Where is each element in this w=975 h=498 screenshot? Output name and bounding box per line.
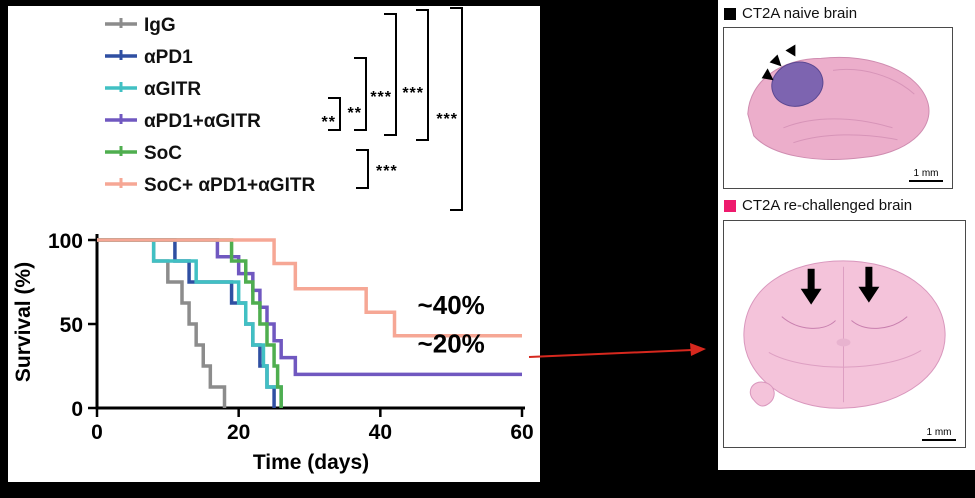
chart-legend: IgG αPD1 αGITR αPD1+αGITR SoC SoC+ αPD1+αGITR (105, 15, 315, 196)
significance-stars: *** (370, 89, 392, 106)
survival-plot-panel: 0 20 40 60 0 50 100 Time (days) Survival (%) IgG α… (8, 6, 540, 482)
y-axis-title: Survival (%) (12, 262, 35, 382)
plateau-annotation: ~20% (418, 329, 485, 359)
axes: 0 20 40 60 0 50 100 Time (days) Survival (%) (12, 230, 534, 474)
brain-texture-line (832, 69, 915, 95)
rechallenged-brain-illustration (743, 260, 946, 409)
x-tick-label: 0 (91, 421, 103, 444)
connector-arrowhead (690, 343, 706, 356)
x-tick-label: 60 (510, 421, 533, 444)
hippocampus-line (851, 316, 908, 329)
brain-fragment (749, 381, 775, 407)
x-tick-label: 40 (369, 421, 392, 444)
connector-line (528, 349, 693, 358)
tumor-arrowhead-icon (785, 44, 796, 57)
scale-bar-label: 1 mm (913, 168, 939, 179)
rechallenged-brain-marker (724, 199, 736, 212)
naive-brain-marker (724, 7, 736, 20)
tumor-region (771, 61, 824, 107)
scale-bar-line (922, 439, 956, 441)
naive-brain-illustration (747, 44, 930, 160)
y-tick-label: 100 (48, 230, 83, 253)
brain-texture-line (768, 349, 922, 368)
rechallenged-brain-image: 1 mm (723, 220, 966, 448)
rechallenged-brain-header: CT2A re-challenged brain (724, 197, 912, 214)
kaplan-meier-chart: 0 20 40 60 0 50 100 Time (days) Survival (%) IgG α… (12, 7, 534, 474)
brain-section-outline (747, 56, 930, 160)
significance-stars: *** (376, 163, 398, 180)
hippocampus-line (781, 316, 836, 329)
significance-stars: *** (402, 85, 424, 102)
rechallenged-brain-title: CT2A re-challenged brain (742, 197, 913, 214)
scale-bar-line (909, 180, 943, 182)
down-arrow-icon (800, 268, 822, 305)
down-arrow-icon (858, 266, 880, 303)
scale-bar-label: 1 mm (926, 427, 952, 438)
brain-section-outline (743, 260, 946, 409)
scale-bar: 1 mm (909, 168, 943, 182)
naive-brain-image: 1 mm (723, 27, 953, 189)
significance-stars: ** (348, 105, 362, 122)
series-curve (97, 238, 522, 338)
brain-texture-line (793, 134, 898, 144)
tumor-arrowhead-icon (761, 68, 774, 81)
legend-label: αGITR (144, 79, 201, 100)
plateau-annotation: ~40% (418, 290, 485, 320)
legend-label: αPD1 (144, 47, 193, 68)
tumor-arrowhead-icon (769, 54, 782, 67)
histology-panel: CT2A naive brain 1 mm CT2A re-challenged… (718, 0, 975, 470)
significance-stars: *** (436, 111, 458, 128)
y-tick-label: 0 (71, 398, 83, 421)
ventricle (836, 338, 851, 347)
x-axis-title: Time (days) (253, 451, 369, 474)
survival-curves (97, 238, 522, 408)
y-tick-label: 50 (60, 314, 83, 337)
legend-label: IgG (144, 15, 176, 36)
significance-brackets: ******* ********* (322, 7, 463, 211)
significance-stars: ** (322, 114, 336, 131)
plateau-annotations: ~40% ~20% (418, 290, 485, 359)
legend-label: αPD1+αGITR (144, 111, 261, 132)
naive-brain-title: CT2A naive brain (742, 5, 858, 22)
brain-texture-line (783, 118, 893, 129)
legend-label: SoC+ αPD1+αGITR (144, 175, 315, 196)
naive-brain-header: CT2A naive brain (724, 5, 857, 22)
red-connector-arrow (528, 343, 706, 358)
legend-label: SoC (144, 143, 182, 164)
series-curve (97, 238, 227, 408)
series-curve (97, 238, 283, 408)
x-tick-label: 20 (227, 421, 250, 444)
series-curve (97, 238, 522, 377)
series-curve (97, 238, 283, 408)
scale-bar: 1 mm (922, 427, 956, 441)
